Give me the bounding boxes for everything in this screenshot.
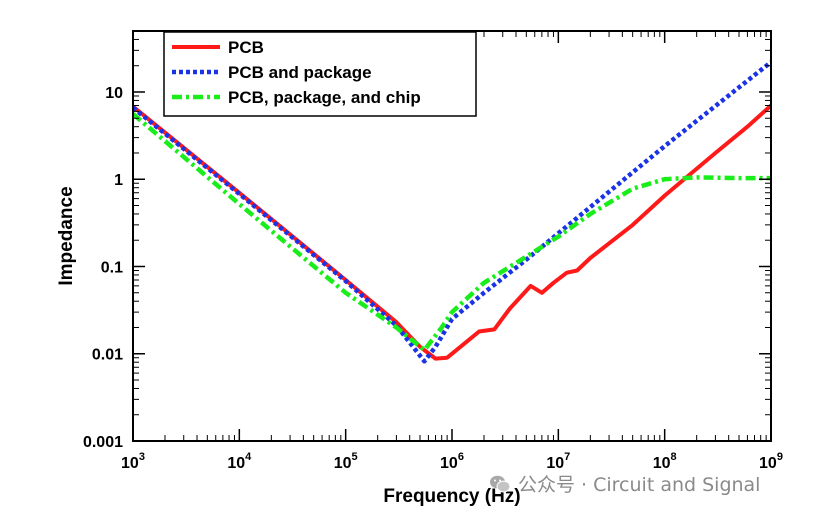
wechat-icon	[490, 475, 511, 492]
y-axis-title: Impedance	[56, 186, 77, 285]
x-tick-label: 106	[440, 451, 464, 472]
x-tick-label: 105	[334, 451, 358, 472]
y-tick-label: 1	[114, 172, 123, 189]
x-tick-labels: 103 104 105 106 107 108 109	[121, 451, 783, 472]
y-tick-label: 0.001	[83, 434, 123, 451]
x-tick-label: 109	[759, 451, 783, 472]
x-axis-title: Frequency (Hz)	[383, 486, 520, 507]
series-layer	[133, 60, 771, 364]
legend-label-1: PCB	[228, 38, 264, 57]
legend-label-3: PCB, package, and chip	[228, 88, 421, 107]
y-tick-labels: 0.001 0.01 0.1 1 10	[83, 85, 123, 451]
x-tick-label: 103	[121, 451, 145, 472]
x-tick-label: 107	[546, 451, 570, 472]
y-tick-label: 0.1	[101, 259, 123, 276]
watermark-text: 公众号 · Circuit and Signal	[518, 474, 761, 496]
legend: PCB PCB and package PCB, package, and chip	[163, 31, 477, 117]
series-line-3	[133, 112, 771, 353]
y-tick-label: 10	[105, 85, 123, 102]
x-tick-label: 104	[227, 451, 252, 472]
y-tick-label: 0.01	[92, 347, 123, 364]
series-line-2	[133, 60, 771, 364]
watermark: 公众号 · Circuit and Signal	[488, 470, 760, 497]
x-tick-label: 108	[653, 451, 677, 472]
legend-label-2: PCB and package	[228, 63, 372, 82]
